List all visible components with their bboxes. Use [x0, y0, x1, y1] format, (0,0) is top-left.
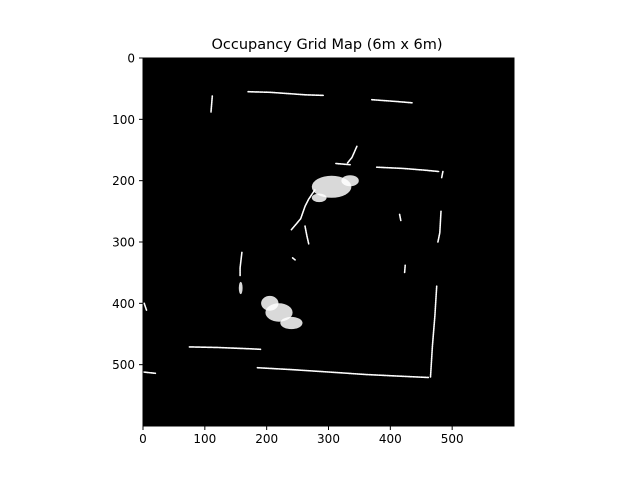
occupied-cells-layer [142, 90, 444, 379]
y-axis: 0 100 200 300 400 500 [112, 52, 143, 372]
occupied-segment-5 [440, 170, 444, 179]
chart-title: Occupancy Grid Map (6m x 6m) [211, 37, 442, 53]
y-tick-label: 200 [112, 174, 135, 188]
occupied-segment-18 [398, 213, 402, 222]
occupied-segment-7 [335, 162, 351, 166]
occupancy-grid-background [143, 58, 514, 426]
x-axis: 0 100 200 300 400 500 [139, 426, 464, 446]
occupied-segment-10 [239, 251, 243, 277]
occupied-blob-1 [341, 175, 359, 187]
occupied-segment-16 [142, 371, 157, 375]
x-tick-label: 500 [441, 432, 464, 446]
occupied-segment-13 [429, 285, 438, 378]
occupied-blob-6 [238, 281, 243, 295]
occupied-segment-17 [143, 302, 148, 312]
occupied-blob-2 [311, 193, 327, 203]
occupied-blob-5 [280, 316, 303, 330]
occupied-blob-4 [265, 303, 293, 322]
x-tick-label: 300 [317, 432, 340, 446]
occupied-segment-15 [256, 366, 430, 379]
y-tick-label: 500 [112, 358, 135, 372]
y-tick-label: 100 [112, 113, 135, 127]
occupied-segment-2 [370, 98, 413, 104]
x-tick-label: 200 [255, 432, 278, 446]
y-tick-label: 300 [112, 236, 135, 250]
occupied-segment-6 [437, 210, 442, 243]
x-tick-label: 0 [139, 432, 147, 446]
y-tick-label: 0 [127, 52, 135, 66]
occupied-segment-12 [403, 264, 407, 274]
occupied-segment-11 [291, 257, 297, 262]
occupied-segment-8 [290, 189, 316, 231]
plot-area [142, 57, 515, 427]
x-tick-label: 100 [193, 432, 216, 446]
occupied-segment-3 [346, 145, 358, 165]
occupied-segment-0 [210, 95, 214, 113]
y-tick-label: 400 [112, 297, 135, 311]
occupied-segment-9 [304, 225, 310, 245]
occupied-segment-14 [188, 346, 262, 351]
occupied-segment-1 [247, 90, 325, 97]
occupied-segment-4 [375, 166, 440, 173]
x-tick-label: 400 [379, 432, 402, 446]
